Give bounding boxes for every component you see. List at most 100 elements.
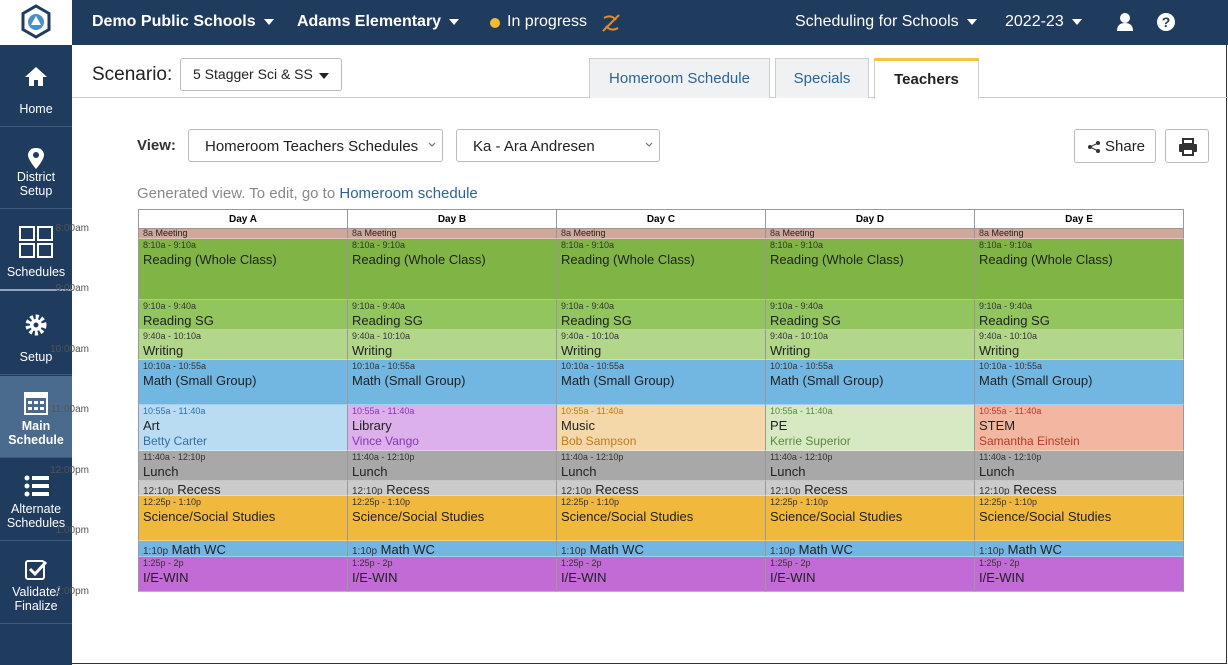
schedule-block[interactable]: 12:25p - 1:10pScience/Social Studies (556, 496, 766, 541)
schedule-block[interactable]: 10:55a - 11:40aMusicBob Sampson (556, 405, 766, 450)
schedule-block[interactable]: 10:55a - 11:40aSTEMSamantha Einstein (974, 405, 1184, 450)
schedule-block[interactable]: 9:40a - 10:10aWriting (765, 330, 975, 360)
schedule-block[interactable]: 8:10a - 9:10aReading (Whole Class) (974, 239, 1184, 299)
schedule-block[interactable]: 1:10p Math WC (556, 541, 766, 556)
help-icon[interactable]: ? (1156, 12, 1176, 32)
nav-main-schedule[interactable]: Main Schedule (0, 376, 72, 458)
schedule-block[interactable]: 9:40a - 10:10aWriting (138, 330, 348, 360)
schedule-block[interactable]: 12:10p Recess (974, 481, 1184, 496)
schedule-block[interactable]: 10:10a - 10:55aMath (Small Group) (138, 360, 348, 405)
schedule-block[interactable]: 12:10p Recess (347, 481, 557, 496)
schedule-block[interactable]: 11:40a - 12:10pLunch (556, 451, 766, 481)
user-icon[interactable] (1115, 12, 1135, 32)
notice-link[interactable]: Homeroom schedule (339, 185, 477, 202)
logo[interactable] (0, 0, 72, 45)
schedule-block[interactable]: 8:10a - 9:10aReading (Whole Class) (556, 239, 766, 299)
tab-active[interactable]: Teachers (874, 58, 979, 99)
block-time: 8a (352, 229, 362, 238)
schedule-block[interactable]: 10:55a - 11:40aLibraryVince Vango (347, 405, 557, 450)
day-header: Day D (765, 209, 975, 229)
schedule-block[interactable]: 1:10p Math WC (974, 541, 1184, 556)
schedule-block[interactable]: 10:10a - 10:55aMath (Small Group) (974, 360, 1184, 405)
schedule-block[interactable]: 12:25p - 1:10pScience/Social Studies (138, 496, 348, 541)
schedule-block[interactable]: 8a Meeting (765, 229, 975, 239)
block-title: Meeting (992, 229, 1024, 238)
schedule-block[interactable]: 9:10a - 9:40aReading SG (765, 300, 975, 330)
schedule-block[interactable]: 10:10a - 10:55aMath (Small Group) (347, 360, 557, 405)
schedule-block[interactable]: 1:25p - 2pI/E-WIN (138, 557, 348, 592)
schedule-block[interactable]: 9:40a - 10:10aWriting (347, 330, 557, 360)
block-time: 9:10a - 9:40a (352, 301, 405, 311)
school-menu[interactable]: Adams Elementary (297, 13, 459, 31)
schedule-block[interactable]: 1:25p - 2pI/E-WIN (556, 557, 766, 592)
schedule-block[interactable]: 12:25p - 1:10pScience/Social Studies (765, 496, 975, 541)
block-label: 8a Meeting (352, 229, 397, 238)
home-icon (24, 65, 48, 87)
schedule-block[interactable]: 9:40a - 10:10aWriting (974, 330, 1184, 360)
schedule-block[interactable]: 12:10p Recess (556, 481, 766, 496)
schedule-block[interactable]: 9:10a - 9:40aReading SG (556, 300, 766, 330)
block-time: 12:25p - 1:10p (143, 497, 201, 507)
schedule-block[interactable]: 1:25p - 2pI/E-WIN (765, 557, 975, 592)
schedule-block[interactable]: 11:40a - 12:10pLunch (138, 451, 348, 481)
nav-validate[interactable]: Validate/ Finalize (0, 542, 72, 624)
schedule-block[interactable]: 1:10p Math WC (347, 541, 557, 556)
block-title: Science/Social Studies (352, 509, 484, 524)
year-menu[interactable]: 2022-23 (1005, 13, 1082, 31)
block-title: Reading (Whole Class) (979, 252, 1113, 267)
tab[interactable]: Specials (775, 58, 869, 98)
schedule-block[interactable]: 12:25p - 1:10pScience/Social Studies (974, 496, 1184, 541)
district-menu[interactable]: Demo Public Schools (92, 13, 274, 31)
scenario-select[interactable]: 5 Stagger Sci & SS (180, 58, 342, 91)
teacher-select[interactable]: Ka - Ara Andresen (456, 129, 660, 162)
schedule-block[interactable]: 9:10a - 9:40a Reading SG (347, 300, 557, 330)
block-time: 12:10p (561, 486, 592, 496)
nav-home[interactable]: Home (0, 45, 72, 127)
schedule-block[interactable]: 8a Meeting (347, 229, 557, 239)
block-time: 1:10p (979, 546, 1004, 556)
gear-icon (24, 313, 48, 337)
schedule-block[interactable]: 9:10a - 9:40aReading SG (974, 300, 1184, 330)
product-menu[interactable]: Scheduling for Schools (795, 13, 977, 31)
schedule-block[interactable]: 12:10p Recess (138, 481, 348, 496)
schedule-block[interactable]: 1:25p - 2pI/E-WIN (974, 557, 1184, 592)
block-title: Reading SG (352, 313, 423, 328)
block-title: Music (561, 418, 595, 433)
schedule-block[interactable]: 8a Meeting (974, 229, 1184, 239)
block-time: 8a (979, 229, 989, 238)
schedule-block[interactable]: 8:10a - 9:10aReading (Whole Class) (765, 239, 975, 299)
block-label: 12:10p Recess (770, 482, 848, 496)
schedule-block[interactable]: 8a Meeting (556, 229, 766, 239)
tab[interactable]: Homeroom Schedule (589, 58, 770, 98)
nav-schedules[interactable]: Schedules (0, 209, 72, 291)
schedule-block[interactable]: 8a Meeting (138, 229, 348, 239)
schedule-block[interactable]: 11:40a - 12:10pLunch (974, 451, 1184, 481)
schedule-block[interactable]: 10:55a - 11:40aPEKerrie Superior (765, 405, 975, 450)
view-select[interactable]: Homeroom Teachers Schedules (188, 129, 443, 162)
schedule-block[interactable]: 11:40a - 12:10pLunch (347, 451, 557, 481)
schedule-block[interactable]: 9:10a - 9:40aReading SG (138, 300, 348, 330)
block-time: 9:40a - 10:10a (352, 331, 410, 341)
sync-icon[interactable] (600, 12, 622, 34)
nav-setup[interactable]: Setup (0, 293, 72, 375)
schedule-block[interactable]: 12:25p - 1:10pScience/Social Studies (347, 496, 557, 541)
nav-district[interactable]: District Setup (0, 127, 72, 209)
block-title: Reading SG (561, 313, 632, 328)
schedule-block[interactable]: 1:25p - 2pI/E-WIN (347, 557, 557, 592)
block-time: 12:10p (979, 486, 1010, 496)
schedule-block[interactable]: 9:40a - 10:10aWriting (556, 330, 766, 360)
block-title: Meeting (574, 229, 606, 238)
block-title: Meeting (783, 229, 815, 238)
schedule-block[interactable]: 8:10a - 9:10aReading (Whole Class) (347, 239, 557, 299)
share-button[interactable]: Share (1074, 129, 1156, 163)
schedule-block[interactable]: 12:10p Recess (765, 481, 975, 496)
schedule-block[interactable]: 10:10a - 10:55aMath (Small Group) (765, 360, 975, 405)
schedule-block[interactable]: 1:10p Math WC (765, 541, 975, 556)
schedule-block[interactable]: 10:10a - 10:55aMath (Small Group) (556, 360, 766, 405)
schedule-block[interactable]: 8:10a - 9:10aReading (Whole Class) (138, 239, 348, 299)
schedule-block[interactable]: 10:55a - 11:40aArtBetty Carter (138, 405, 348, 450)
schedule-block[interactable]: 1:10p Math WC (138, 541, 348, 556)
block-time: 12:10p (143, 486, 174, 496)
print-button[interactable] (1165, 129, 1209, 163)
schedule-block[interactable]: 11:40a - 12:10pLunch (765, 451, 975, 481)
